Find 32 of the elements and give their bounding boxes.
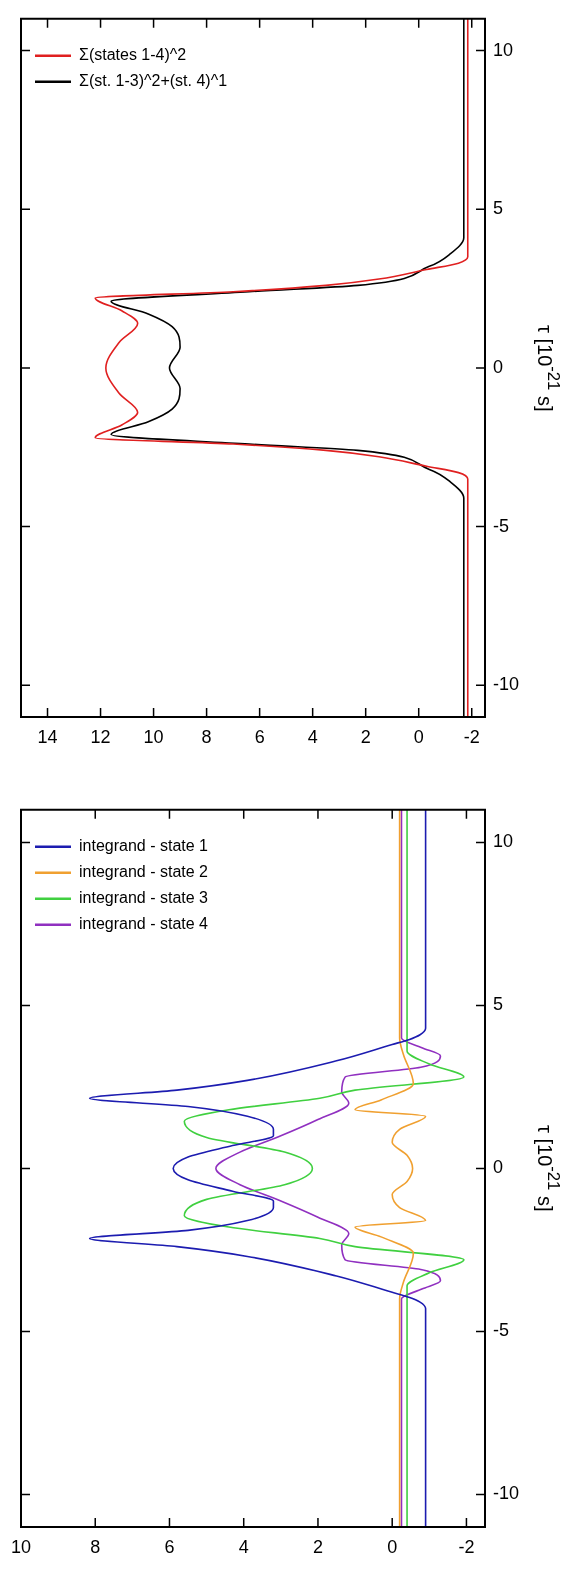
x-tick-label: 2 — [360, 726, 371, 747]
x-tick-label: 14 — [37, 726, 58, 747]
y-tick-label: 0 — [493, 1157, 504, 1178]
y-tick-label: 5 — [493, 994, 504, 1015]
y-tick-label: -5 — [493, 1320, 510, 1341]
x-tick-label: 10 — [143, 726, 164, 747]
y-tick-label: -10 — [493, 674, 520, 695]
y-tick-label: 5 — [493, 198, 504, 219]
legend-label: integrand - state 2 — [79, 863, 209, 881]
x-tick-label: 6 — [254, 726, 265, 747]
x-tick-label: 6 — [164, 1536, 175, 1557]
y-tick-label: -10 — [493, 1483, 520, 1504]
legend-label: Σ(st. 1-3)^2+(st. 4)^1 — [79, 72, 228, 90]
x-tick-label: 8 — [201, 726, 212, 747]
legend-label: integrand - state 3 — [79, 889, 209, 907]
x-tick-label: 4 — [307, 726, 318, 747]
legend-label: integrand - state 1 — [79, 837, 209, 855]
x-tick-label: 0 — [413, 726, 424, 747]
x-tick-label: 8 — [90, 1536, 101, 1557]
x-tick-label: -2 — [463, 726, 480, 747]
y-tick-label: -5 — [493, 515, 510, 536]
x-tick-label: 2 — [312, 1536, 323, 1557]
legend-label: integrand - state 4 — [79, 915, 209, 933]
y-tick-label: 10 — [493, 39, 514, 60]
legend-label: Σ(states 1-4)^2 — [79, 46, 187, 64]
x-tick-label: 4 — [238, 1536, 249, 1557]
x-tick-label: 0 — [387, 1536, 398, 1557]
y-tick-label: 0 — [493, 356, 504, 377]
y-tick-label: 10 — [493, 831, 514, 852]
x-tick-label: 12 — [90, 726, 111, 747]
x-tick-label: -2 — [458, 1536, 475, 1557]
x-tick-label: 10 — [10, 1536, 32, 1557]
